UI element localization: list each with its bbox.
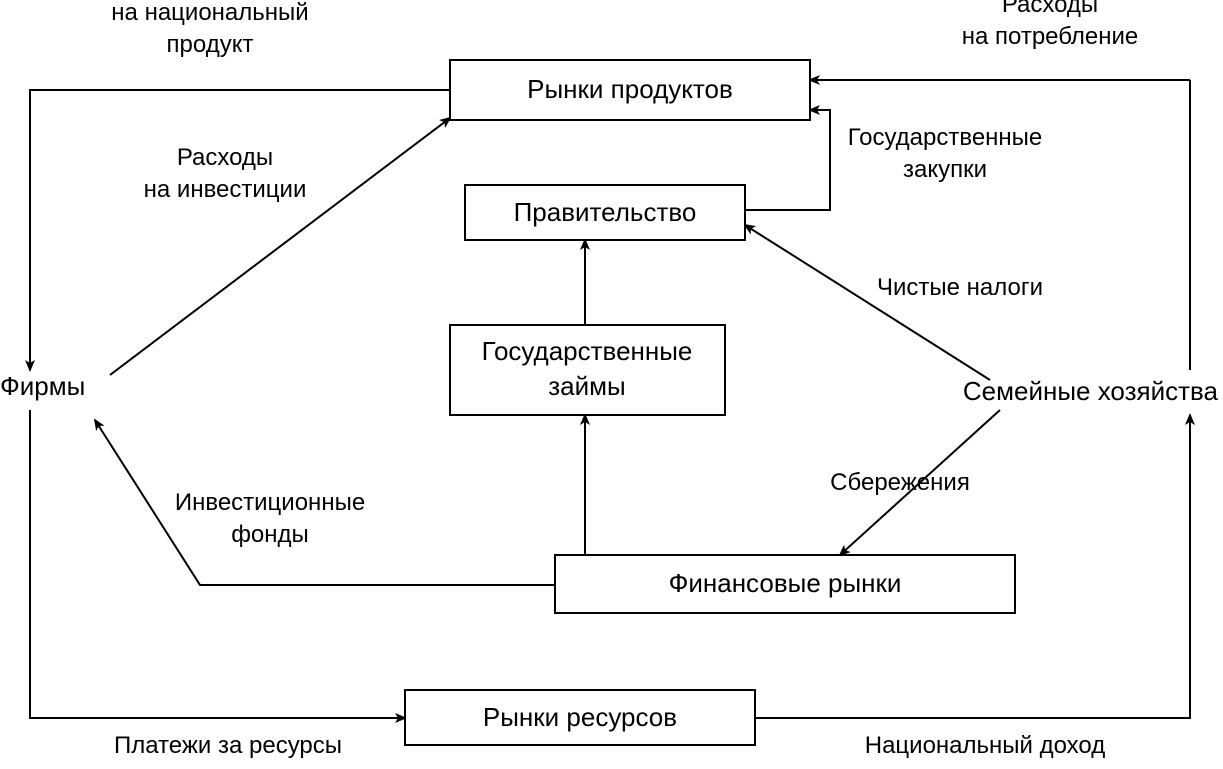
node-firms-label: Фирмы bbox=[0, 371, 85, 401]
node-financial-markets-label: Финансовые рынки bbox=[669, 568, 902, 598]
edge-firms-to-resources bbox=[30, 410, 405, 718]
edge-households-to-gov bbox=[745, 225, 990, 380]
edge-firms-to-products bbox=[110, 118, 450, 375]
edge-gov-to-products bbox=[745, 110, 830, 210]
node-resource-markets: Рынки ресурсов bbox=[405, 690, 755, 745]
label-invest-1: Расходы bbox=[177, 144, 273, 171]
node-financial-markets: Финансовые рынки bbox=[555, 555, 1015, 613]
node-product-markets: Рынки продуктов bbox=[450, 60, 810, 120]
node-government: Правительство bbox=[465, 185, 745, 240]
label-inv-funds-2: фонды bbox=[231, 521, 309, 548]
edge-nat-product-to-firms bbox=[30, 90, 450, 370]
label-savings: Сбережения bbox=[830, 469, 970, 496]
label-gov-purch-2: закупки bbox=[903, 156, 987, 183]
node-resource-markets-label: Рынки ресурсов bbox=[483, 702, 677, 732]
label-inv-funds-1: Инвестиционные bbox=[175, 489, 365, 516]
label-consumption-1: Расходы bbox=[1002, 0, 1098, 18]
label-consumption-2: на потребление bbox=[962, 23, 1139, 50]
node-gov-loans: Государственные займы bbox=[450, 325, 725, 415]
node-product-markets-label: Рынки продуктов bbox=[527, 74, 733, 104]
node-gov-loans-label-2: займы bbox=[548, 371, 625, 401]
label-resource-pay: Платежи за ресурсы bbox=[114, 732, 342, 759]
node-gov-loans-label-1: Государственные bbox=[482, 336, 693, 366]
label-nat-product-2: продукт bbox=[167, 31, 254, 58]
label-nat-product-1: на национальный bbox=[111, 0, 308, 26]
node-government-label: Правительство bbox=[514, 197, 697, 227]
node-households-label: Семейные хозяйства bbox=[963, 376, 1219, 406]
label-nat-income: Национальный доход bbox=[865, 732, 1106, 759]
label-net-taxes: Чистые налоги bbox=[877, 274, 1043, 301]
label-invest-2: на инвестиции bbox=[144, 176, 307, 203]
circular-flow-diagram: Рынки продуктов Правительство Государств… bbox=[0, 0, 1223, 769]
label-gov-purch-1: Государственные bbox=[848, 124, 1043, 151]
